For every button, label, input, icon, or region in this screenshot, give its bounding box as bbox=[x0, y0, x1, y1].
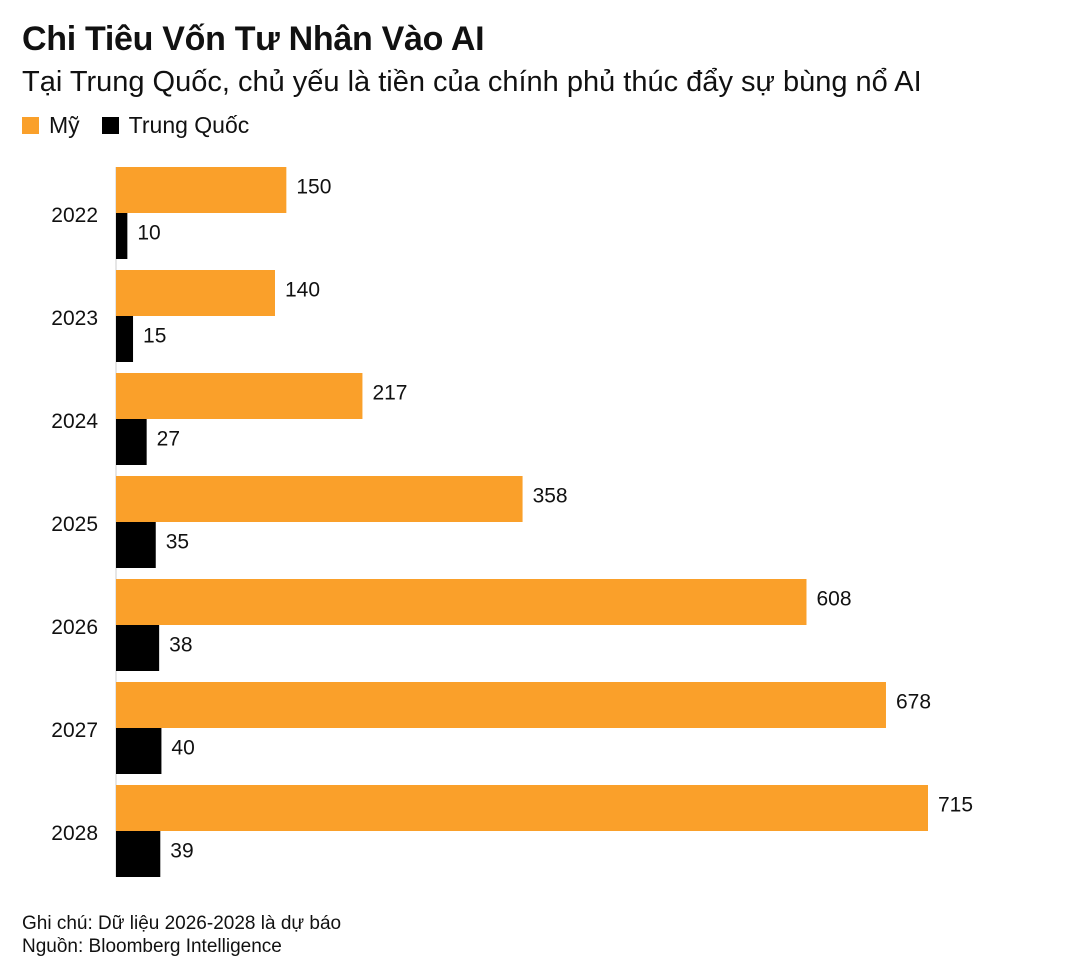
category-label: 2028 bbox=[51, 822, 98, 845]
bar-chart: 2022 150 10 2023 140 15 2024 217 27 2025 358 35 2026… bbox=[51, 167, 973, 877]
legend-label-us: Mỹ bbox=[49, 112, 80, 138]
chart-legend: Mỹ Trung Quốc bbox=[22, 112, 271, 139]
data-label-china: 40 bbox=[171, 737, 194, 760]
data-label-us: 140 bbox=[285, 279, 320, 302]
legend-swatch-us bbox=[22, 117, 39, 134]
data-label-us: 678 bbox=[896, 691, 931, 714]
chart-footer: Ghi chú: Dữ liệu 2026-2028 là dự báo Ngu… bbox=[22, 912, 341, 958]
bar-china bbox=[116, 419, 147, 465]
data-label-china: 35 bbox=[166, 531, 189, 554]
legend-item-us: Mỹ bbox=[22, 112, 80, 139]
legend-label-china: Trung Quốc bbox=[128, 112, 250, 138]
category-label: 2027 bbox=[51, 719, 98, 742]
bar-china bbox=[116, 831, 161, 877]
data-label-us: 217 bbox=[372, 382, 407, 405]
bar-us bbox=[116, 373, 363, 419]
data-label-china: 10 bbox=[137, 222, 160, 245]
bar-us bbox=[116, 785, 928, 831]
bar-china bbox=[116, 213, 128, 259]
category-label: 2025 bbox=[51, 513, 98, 536]
data-label-us: 150 bbox=[296, 176, 331, 199]
chart-subtitle: Tại Trung Quốc, chủ yếu là tiền của chín… bbox=[22, 66, 922, 98]
legend-swatch-china bbox=[101, 117, 119, 134]
bar-us bbox=[116, 579, 807, 625]
category-label: 2024 bbox=[51, 410, 98, 433]
data-label-china: 27 bbox=[157, 428, 180, 451]
data-label-china: 38 bbox=[169, 634, 192, 657]
bar-china bbox=[116, 316, 134, 362]
bar-us bbox=[116, 167, 287, 213]
data-label-us: 715 bbox=[938, 794, 973, 817]
chart-title: Chi Tiêu Vốn Tư Nhân Vào AI bbox=[22, 20, 485, 58]
bar-china bbox=[116, 625, 160, 671]
bar-us bbox=[116, 270, 275, 316]
bar-us bbox=[116, 682, 886, 728]
bar-us bbox=[116, 476, 523, 522]
footer-source: Nguồn: Bloomberg Intelligence bbox=[22, 936, 282, 957]
data-label-us: 608 bbox=[816, 588, 851, 611]
footer-note: Ghi chú: Dữ liệu 2026-2028 là dự báo bbox=[22, 913, 342, 934]
data-label-us: 358 bbox=[533, 485, 568, 508]
category-label: 2023 bbox=[51, 307, 98, 330]
bar-china bbox=[116, 522, 156, 568]
category-label: 2022 bbox=[51, 204, 98, 227]
category-label: 2026 bbox=[51, 616, 98, 639]
legend-item-china: Trung Quốc bbox=[101, 112, 250, 139]
data-label-china: 15 bbox=[143, 325, 166, 348]
data-label-china: 39 bbox=[170, 840, 193, 863]
bar-china bbox=[116, 728, 162, 774]
